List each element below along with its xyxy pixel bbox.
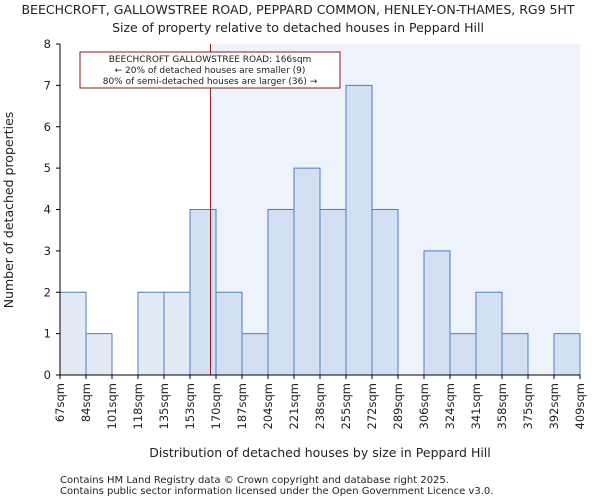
bars-layer (59, 84, 581, 376)
y-tick-label-6: 6 (44, 120, 51, 134)
annotation-box: BEECHCROFT GALLOWSTREE ROAD: 166sqm ← 20… (79, 51, 341, 89)
bar-392sqm (553, 333, 581, 376)
bar-255sqm (345, 84, 373, 376)
bar-272sqm (371, 209, 399, 376)
x-tick-label-409sqm: 409sqm (573, 383, 587, 429)
bar-135sqm (163, 291, 191, 376)
chart-subtitle: Size of property relative to detached ho… (112, 20, 484, 35)
x-tick-label-289sqm: 289sqm (391, 383, 405, 429)
bar-67sqm (59, 291, 87, 376)
x-tick-label-153sqm: 153sqm (183, 383, 197, 429)
annotation-border (79, 51, 341, 89)
y-tick-label-0: 0 (44, 368, 51, 382)
y-tick-label-2: 2 (44, 285, 51, 299)
x-tick-label-255sqm: 255sqm (339, 383, 353, 429)
y-axis-label: Number of detached properties (1, 112, 16, 309)
bar-187sqm (241, 333, 269, 376)
y-tick-label-1: 1 (44, 327, 51, 341)
x-tick-label-84sqm: 84sqm (79, 383, 93, 422)
y-tick-label-5: 5 (44, 161, 51, 175)
x-tick-label-272sqm: 272sqm (365, 383, 379, 429)
annotation-line-2: ← 20% of detached houses are smaller (9) (115, 66, 306, 76)
x-axis-label: Distribution of detached houses by size … (149, 445, 491, 460)
y-ticks: 0 1 2 3 4 5 6 7 8 (44, 37, 60, 382)
bar-238sqm (319, 209, 347, 376)
x-tick-label-375sqm: 375sqm (521, 383, 535, 429)
bar-84sqm (85, 333, 113, 376)
annotation-line-3: 80% of semi-detached houses are larger (… (103, 77, 318, 87)
x-tick-label-204sqm: 204sqm (261, 383, 275, 429)
footer-line-1: Contains HM Land Registry data © Crown c… (60, 475, 449, 486)
bar-358sqm (501, 333, 529, 376)
x-tick-label-306sqm: 306sqm (417, 383, 431, 429)
annotation-line-1: BEECHCROFT GALLOWSTREE ROAD: 166sqm (109, 55, 312, 65)
x-tick-label-341sqm: 341sqm (469, 383, 483, 429)
x-tick-label-358sqm: 358sqm (495, 383, 509, 429)
chart-title: BEECHCROFT, GALLOWSTREE ROAD, PEPPARD CO… (21, 2, 574, 17)
bar-341sqm (475, 291, 503, 376)
y-tick-label-7: 7 (44, 78, 51, 92)
x-tick-label-118sqm: 118sqm (131, 383, 145, 429)
footer-line-2: Contains public sector information licen… (60, 486, 493, 497)
x-tick-label-101sqm: 101sqm (105, 383, 119, 429)
bar-204sqm (267, 209, 295, 376)
x-tick-label-238sqm: 238sqm (313, 383, 327, 429)
x-tick-label-392sqm: 392sqm (547, 383, 561, 429)
x-tick-label-324sqm: 324sqm (443, 383, 457, 429)
x-tick-label-187sqm: 187sqm (235, 383, 249, 429)
y-tick-label-4: 4 (44, 203, 51, 217)
bar-118sqm (137, 291, 165, 376)
bar-306sqm (423, 250, 451, 376)
bar-170sqm (215, 291, 243, 376)
x-tick-label-135sqm: 135sqm (157, 383, 171, 429)
bar-324sqm (449, 333, 477, 376)
x-ticks: 67sqm 84sqm 101sqm 118sqm 135sqm 153sqm 170sqm… (53, 375, 587, 429)
bar-153sqm (189, 209, 217, 376)
x-tick-label-67sqm: 67sqm (53, 383, 67, 422)
y-tick-label-8: 8 (44, 37, 51, 51)
y-tick-label-3: 3 (44, 244, 51, 258)
x-tick-label-221sqm: 221sqm (287, 383, 301, 429)
x-tick-label-170sqm: 170sqm (209, 383, 223, 429)
bar-221sqm (293, 167, 321, 376)
